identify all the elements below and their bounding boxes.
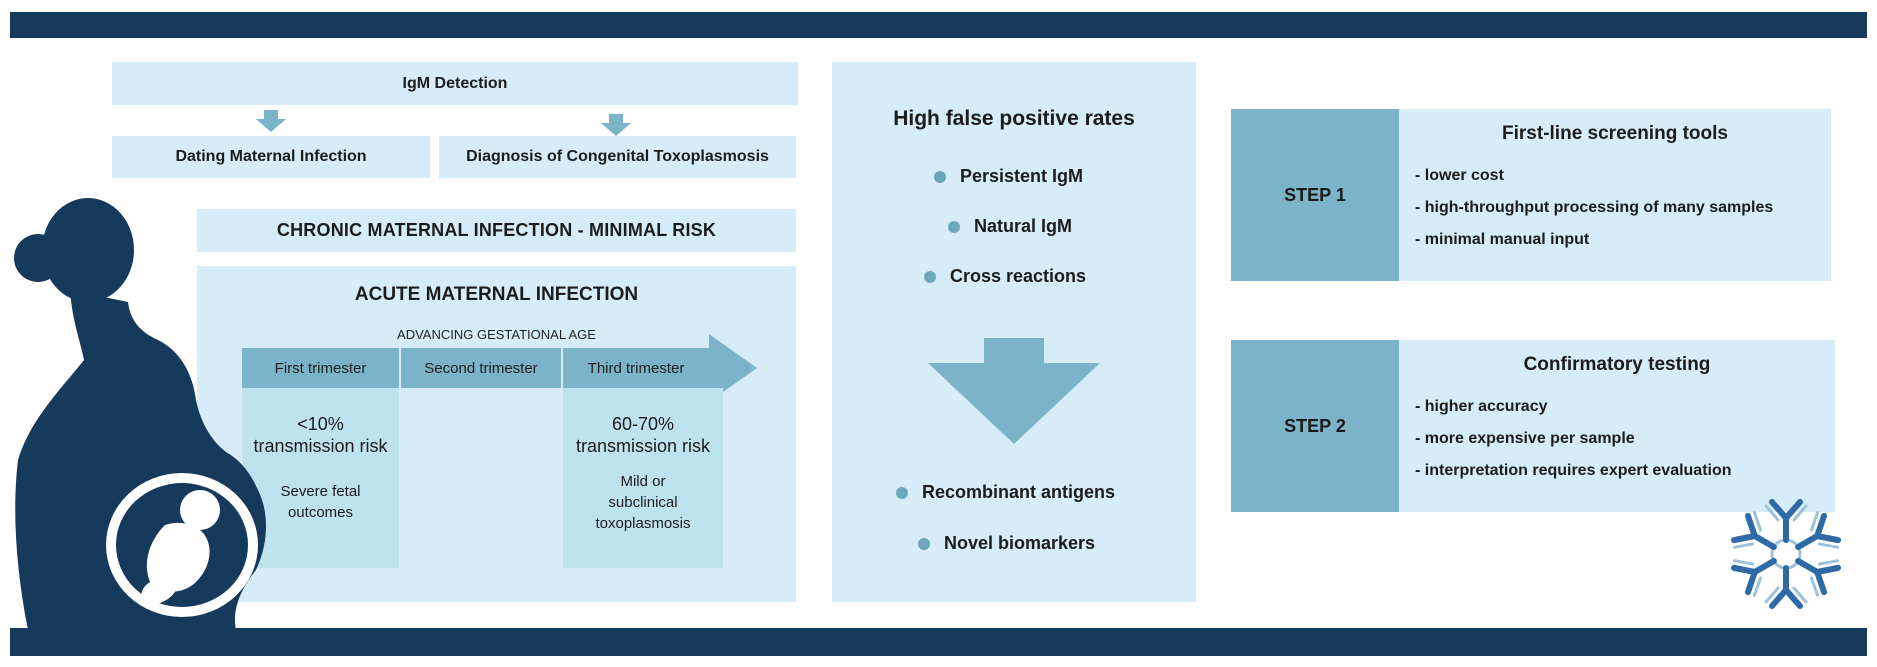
false-positive-title: High false positive rates — [893, 107, 1135, 130]
step-item: - minimal manual input — [1415, 231, 1590, 248]
risk-percent: 60-70% — [611, 414, 675, 434]
acute-infection-title: ACUTE MATERNAL INFECTION — [354, 284, 639, 305]
step-heading: First-line screening tools — [1502, 123, 1728, 144]
arrowhead-right-icon — [709, 334, 757, 402]
risk-caption: transmission risk — [253, 436, 388, 456]
bottom-banner — [10, 628, 1867, 656]
risk-caption: transmission risk — [575, 436, 711, 456]
bullet-dot-icon — [918, 537, 930, 550]
big-down-arrow-icon — [928, 338, 1100, 444]
bullet-dot-icon — [948, 220, 960, 233]
step-item: - higher accuracy — [1415, 398, 1548, 415]
gestational-age-label: ADVANCING GESTATIONAL AGE — [397, 326, 596, 342]
second-trimester-label: Second trimester — [401, 348, 561, 388]
step-item: - more expensive per sample — [1415, 430, 1635, 447]
outcome-text: Severe fetal — [280, 483, 361, 500]
outcome-text: Mild or — [620, 473, 666, 490]
arrow-down-icon — [601, 114, 631, 136]
dating-maternal-infection: Dating Maternal Infection — [112, 136, 430, 178]
third-trimester-label: Third trimester — [563, 348, 709, 388]
arrow-down-icon — [256, 110, 286, 132]
outcome-text: subclinical — [608, 494, 678, 511]
step-item: - lower cost — [1415, 167, 1504, 184]
solution-label: Novel biomarkers — [944, 533, 1096, 553]
bullet-dot-icon — [934, 170, 946, 183]
antibody-ring-icon — [1716, 499, 1856, 624]
outcome-text: toxoplasmosis — [595, 515, 691, 532]
igm-detection-title: IgM Detection — [112, 62, 798, 105]
cause-label: Persistent IgM — [960, 166, 1084, 186]
first-trimester-risk: <10% transmission risk Severe fetal outc… — [242, 388, 399, 568]
cause-label: Cross reactions — [950, 266, 1087, 286]
outcome-text: outcomes — [287, 504, 354, 521]
third-trimester-risk: 60-70% transmission risk Mild or subclin… — [563, 388, 723, 568]
first-trimester-label: First trimester — [242, 348, 399, 388]
list-item: Recombinant antigens — [896, 482, 1115, 503]
risk-percent: <10% — [297, 414, 344, 434]
list-item: Persistent IgM — [934, 166, 1083, 187]
list-item: Cross reactions — [924, 266, 1086, 287]
step-item: - interpretation requires expert evaluat… — [1415, 462, 1732, 479]
list-item: Natural IgM — [948, 216, 1072, 237]
false-positive-header-band — [832, 62, 1196, 105]
step-heading: Confirmatory testing — [1523, 354, 1711, 375]
bullet-dot-icon — [896, 486, 908, 499]
solution-label: Recombinant antigens — [922, 482, 1116, 502]
step-2-body: Confirmatory testing - higher accuracy -… — [1399, 340, 1835, 512]
step-item: - high-throughput processing of many sam… — [1415, 199, 1774, 216]
chronic-infection-banner: CHRONIC MATERNAL INFECTION - MINIMAL RIS… — [197, 209, 796, 252]
step-1-body: First-line screening tools - lower cost … — [1399, 109, 1831, 281]
pregnant-woman-silhouette — [14, 198, 267, 630]
top-banner — [10, 12, 1867, 38]
step-1-tag: STEP 1 — [1231, 109, 1399, 281]
bullet-dot-icon — [924, 270, 936, 283]
cause-label: Natural IgM — [974, 216, 1073, 236]
list-item: Novel biomarkers — [918, 533, 1095, 554]
diagnosis-congenital-toxoplasmosis: Diagnosis of Congenital Toxoplasmosis — [439, 136, 796, 178]
step-2-tag: STEP 2 — [1231, 340, 1399, 512]
